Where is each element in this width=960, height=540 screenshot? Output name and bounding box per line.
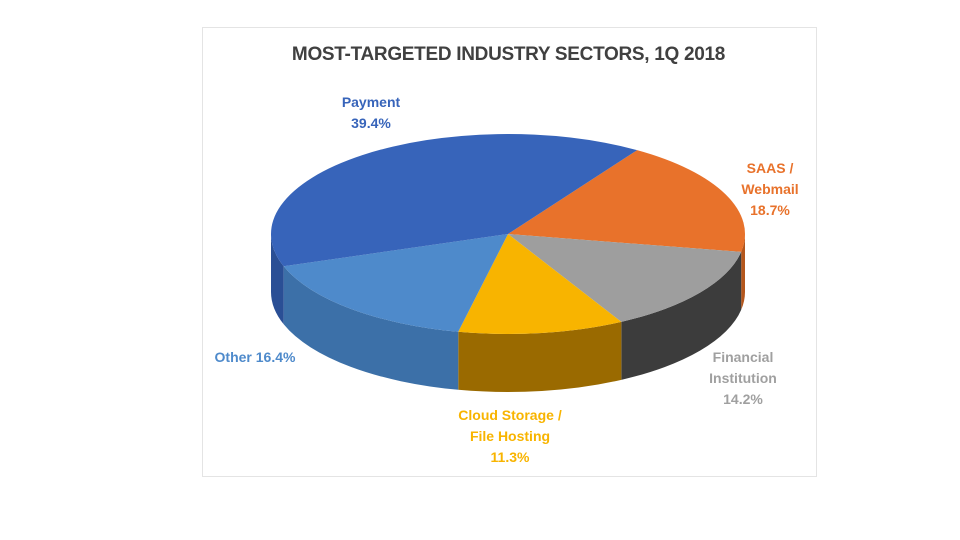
- label-line: Webmail: [741, 181, 799, 197]
- label-line: 18.7%: [750, 202, 790, 218]
- pie-side-financial-institution: [621, 251, 742, 380]
- pie-side-saas-webmail: [741, 234, 745, 310]
- label-cloud: Cloud Storage / File Hosting 11.3%: [440, 405, 580, 468]
- label-line: 39.4%: [351, 115, 391, 131]
- label-line: Financial: [712, 349, 774, 365]
- pie-slice-other: [283, 234, 508, 332]
- label-line: Other 16.4%: [214, 349, 296, 365]
- pie-slice-payment: [270, 133, 638, 267]
- label-payment: Payment 39.4%: [316, 92, 426, 134]
- label-line: Institution: [709, 370, 777, 386]
- pie-side-other: [283, 266, 459, 390]
- pie-slice-saas-webmail: [508, 150, 745, 252]
- pie-side-cloud-storage-file-hosting: [458, 321, 622, 392]
- label-line: Cloud Storage /: [458, 407, 562, 423]
- pie-side-payment: [271, 234, 284, 325]
- chart-title: MOST-TARGETED INDUSTRY SECTORS, 1Q 2018: [291, 44, 726, 65]
- pie-slice-financial-institution: [508, 234, 742, 322]
- label-other: Other 16.4%: [200, 347, 310, 368]
- label-line: 14.2%: [723, 391, 763, 407]
- label-line: File Hosting: [469, 428, 551, 444]
- label-saas: SAAS / Webmail 18.7%: [715, 158, 825, 221]
- label-line: 11.3%: [490, 449, 530, 465]
- label-line: SAAS /: [746, 160, 794, 176]
- label-financial: Financial Institution 14.2%: [688, 347, 798, 410]
- pie-slice-cloud-storage-file-hosting: [458, 234, 622, 334]
- label-line: Payment: [341, 94, 401, 110]
